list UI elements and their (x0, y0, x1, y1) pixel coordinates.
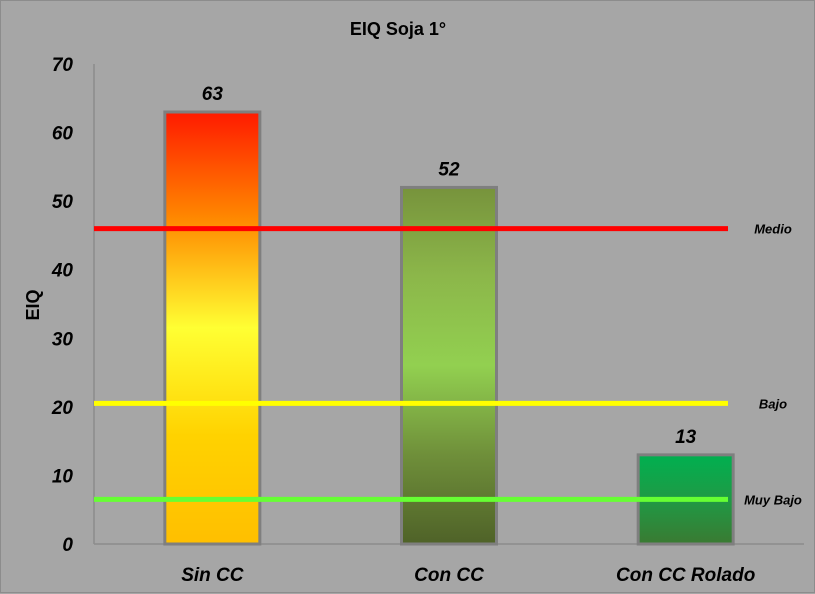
chart-title: EIQ Soja 1° (350, 19, 446, 39)
bar-sin-cc (163, 110, 262, 546)
y-tick-label: 30 (52, 329, 74, 350)
x-tick-label: Con CC (414, 565, 484, 586)
y-tick-label: 0 (62, 535, 73, 556)
plot-area: 0 10 20 30 40 50 60 70 63 Sin CC 52 Con CC 13 Con CC … (51, 55, 804, 586)
x-tick-label: Con CC Rolado (616, 565, 755, 586)
data-label: 13 (675, 427, 697, 448)
reference-line-label: Muy Bajo (744, 492, 802, 507)
y-tick-label: 60 (52, 124, 74, 145)
reference-line-label: Medio (754, 222, 792, 237)
y-tick-label: 50 (52, 192, 74, 213)
reference-line-label: Bajo (759, 396, 787, 411)
y-tick-label: 10 (52, 466, 74, 487)
data-label: 52 (438, 159, 460, 180)
y-tick-label: 70 (52, 55, 74, 76)
bar-con-cc (400, 185, 498, 546)
data-label: 63 (202, 84, 224, 105)
x-tick-label: Sin CC (181, 565, 244, 586)
y-axis-label: EIQ (23, 289, 43, 320)
y-tick-label: 40 (51, 261, 74, 282)
y-tick-label: 20 (51, 398, 74, 419)
